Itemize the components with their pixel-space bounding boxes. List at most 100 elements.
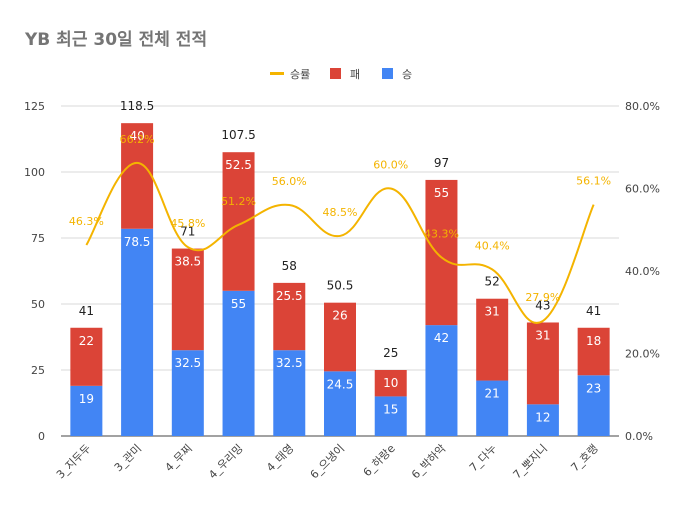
y-axis-right: 0.0% 20.0% 40.0% 60.0% 80.0%: [625, 100, 660, 443]
win-rate-label: 56.1%: [576, 175, 611, 188]
bar-loss: [273, 282, 306, 351]
bar-win: [577, 375, 610, 436]
win-rate-label: 46.3%: [69, 215, 104, 228]
legend-label: 패: [350, 68, 360, 81]
bar-win-value-label: 32.5: [276, 356, 303, 370]
bar-loss-value-label: 38.5: [174, 255, 201, 269]
win-rate-label: 43.3%: [424, 227, 459, 240]
y-right-tick-label: 40.0%: [625, 265, 660, 278]
bar-loss-value-label: 26: [332, 309, 347, 323]
y-left-tick-label: 75: [31, 232, 45, 245]
bar-loss-value-label: 31: [535, 328, 550, 342]
bar-win: [171, 350, 204, 436]
win-rate-label: 40.4%: [475, 239, 510, 252]
bar-win-value-label: 12: [535, 410, 550, 424]
legend-swatch-box: [382, 68, 393, 79]
bar-win: [425, 325, 458, 436]
x-tick-label: 7_다누: [467, 442, 499, 474]
win-rate-label: 66.2%: [120, 133, 155, 146]
bar-loss: [526, 322, 559, 405]
bar-loss: [324, 302, 356, 372]
x-tick-label: 3_관미: [112, 442, 144, 474]
win-rate-label: 48.5%: [323, 206, 358, 219]
legend-swatch-line: [270, 72, 284, 75]
win-rate-label: 45.8%: [170, 217, 205, 230]
bar-loss-value-label: 10: [383, 376, 398, 390]
bar-loss-value-label: 31: [485, 305, 500, 319]
bar-loss-value-label: 55: [434, 186, 449, 200]
bar-total-label: 107.5: [221, 128, 255, 142]
bar-win-value-label: 21: [485, 387, 500, 401]
chart-title: YB 최근 30일 전체 전적: [24, 30, 207, 50]
x-tick-label: 6_하랑e: [360, 441, 398, 479]
bar-loss-value-label: 22: [79, 334, 94, 348]
y-left-tick-label: 25: [31, 364, 45, 377]
x-tick-label: 3_지두두: [54, 442, 93, 481]
y-right-tick-label: 20.0%: [625, 348, 660, 361]
legend: 승률 패 승: [270, 68, 412, 81]
y-left-tick-label: 100: [24, 166, 45, 179]
bar-loss: [222, 152, 255, 291]
y-left-tick-label: 50: [31, 298, 45, 311]
bar-loss: [374, 370, 407, 397]
win-rate-label: 51.2%: [221, 195, 256, 208]
x-tick-label: 4_우리밍: [206, 442, 245, 481]
y-right-tick-label: 80.0%: [625, 100, 660, 113]
bar-loss: [171, 248, 204, 351]
bar-win-value-label: 55: [231, 297, 246, 311]
win-rate-label: 56.0%: [272, 175, 307, 188]
bar-total-label: 41: [79, 304, 94, 318]
bar-total-label: 97: [434, 156, 449, 170]
bar-total-label: 41: [586, 304, 601, 318]
bar-loss: [121, 123, 154, 229]
bar-win-value-label: 19: [79, 392, 94, 406]
bar-total-label: 43: [535, 298, 550, 312]
bars-group: 19 22 41 78.5 40 118.5 32.5 38.5 71 55 52.5 107.5 32…: [70, 99, 610, 436]
win-rate-line-group: 46.3% 66.2% 45.8% 51.2% 56.0% 48.5% 60.0% 43.3%…: [69, 133, 611, 324]
bar-loss: [476, 298, 509, 381]
win-rate-label: 60.0%: [373, 159, 408, 172]
bar-win-value-label: 24.5: [327, 377, 354, 391]
x-tick-label: 7_뽀지니: [511, 442, 550, 481]
y-axis-left: 0 25 50 75 100 125: [24, 100, 45, 443]
legend-swatch-box: [330, 68, 341, 79]
bar-win: [121, 228, 154, 436]
bar-total-label: 118.5: [120, 99, 154, 113]
x-axis-labels: 3_지두두 3_관미 4_무찌 4_우리밍 4_태영 6_으냉이 6_하랑e 6_박하악 7_다…: [54, 441, 601, 481]
y-left-tick-label: 125: [24, 100, 45, 113]
y-right-tick-label: 60.0%: [625, 183, 660, 196]
bar-loss: [425, 179, 458, 326]
bar-win: [70, 385, 103, 436]
bar-win-value-label: 78.5: [124, 235, 151, 249]
legend-label: 승률: [290, 68, 310, 81]
bar-total-label: 52: [485, 275, 500, 289]
bar-win-value-label: 23: [586, 381, 601, 395]
x-tick-label: 4_무찌: [163, 442, 195, 474]
bar-win-value-label: 42: [434, 331, 449, 345]
win-rate-label: 27.9%: [525, 291, 560, 304]
bar-loss-value-label: 25.5: [276, 289, 303, 303]
bar-total-label: 50.5: [327, 279, 354, 293]
bar-total-label: 71: [180, 225, 195, 239]
bar-win: [526, 404, 559, 436]
bar-loss-value-label: 18: [586, 334, 601, 348]
bar-total-label: 25: [383, 346, 398, 360]
x-tick-label: 4_태영: [264, 442, 296, 474]
bar-win: [324, 371, 356, 436]
bar-loss: [70, 327, 103, 386]
y-right-tick-label: 0.0%: [625, 430, 653, 443]
bar-win: [374, 396, 407, 436]
bar-win: [273, 350, 306, 436]
bar-win: [476, 380, 509, 436]
win-rate-line: [85, 161, 595, 324]
x-tick-label: 7_호랭: [568, 442, 600, 474]
y-left-tick-label: 0: [38, 430, 45, 443]
x-tick-label: 6_박하악: [408, 441, 448, 481]
legend-label: 승: [402, 68, 412, 81]
bar-win-value-label: 32.5: [174, 356, 201, 370]
bar-win: [222, 290, 255, 436]
bar-loss: [577, 327, 610, 376]
x-tick-label: 6_으냉이: [308, 442, 347, 481]
